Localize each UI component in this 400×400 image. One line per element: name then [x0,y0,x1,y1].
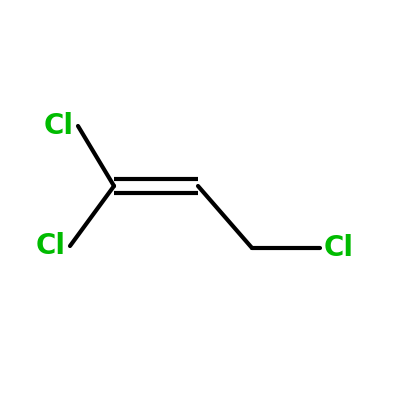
Text: Cl: Cl [44,112,74,140]
Text: Cl: Cl [36,232,66,260]
Text: Cl: Cl [324,234,354,262]
